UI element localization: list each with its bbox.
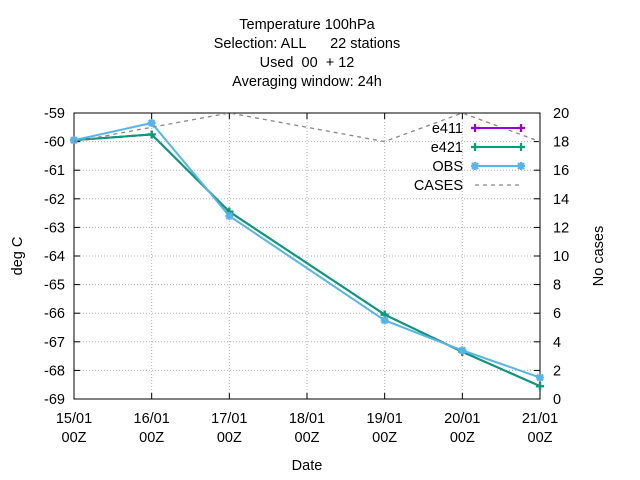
y2-tick-label: 16 [553, 163, 569, 179]
data-point-obs [225, 211, 234, 220]
y-tick-label: -68 [44, 363, 65, 379]
x-tick-label-date: 19/01 [367, 411, 403, 427]
legend-label-obs: OBS [432, 159, 463, 175]
y2-axis-label: No cases [591, 226, 607, 286]
data-point-obs [380, 316, 389, 325]
chart-title: Temperature 100hPa [239, 17, 375, 33]
x-tick-label-date: 20/01 [444, 411, 480, 427]
series-line-obs [73, 121, 541, 379]
y-tick-label: -66 [44, 306, 65, 322]
plot-frame [73, 112, 541, 400]
y-tick-label: -64 [44, 249, 65, 265]
data-point-obs [458, 346, 467, 355]
legend-marker-e421 [517, 143, 525, 151]
y-tick-label: -63 [44, 220, 65, 236]
legend-label-cases: CASES [414, 178, 463, 194]
x-tick-label-date: 21/01 [522, 411, 558, 427]
x-tick-label-time: 00Z [139, 430, 164, 446]
x-tick-label-time: 00Z [450, 430, 475, 446]
x-tick-label-time: 00Z [295, 430, 320, 446]
y2-tick-label: 4 [553, 335, 561, 351]
chart-title-block: Temperature 100hPa Selection: ALL 22 sta… [0, 16, 614, 92]
x-axis-label: Date [292, 458, 323, 474]
data-point-obs [536, 373, 544, 382]
y2-tick-label: 18 [553, 135, 569, 151]
y2-tick-label: 6 [553, 306, 561, 322]
y-tick-label: -67 [44, 335, 65, 351]
y2-tick-label: 8 [553, 278, 561, 294]
x-tick-label-time: 00Z [217, 430, 242, 446]
x-tick-label-date: 18/01 [289, 411, 325, 427]
data-point-obs [147, 119, 156, 128]
legend-marker-e411 [471, 124, 479, 132]
data-point-e421 [536, 382, 544, 391]
legend-label-e411: e411 [432, 121, 463, 137]
legend-marker-obs [471, 162, 479, 170]
y-tick-label: -60 [44, 135, 65, 151]
y2-tick-label: 14 [553, 192, 569, 208]
y-axis-label: deg C [10, 237, 26, 276]
y-tick-label: -59 [44, 106, 65, 122]
y2-tick-label: 2 [553, 363, 561, 379]
x-tick-label-date: 16/01 [134, 411, 170, 427]
series-line-e421 [73, 133, 541, 388]
x-tick-label-date: 17/01 [211, 411, 247, 427]
x-tick-label-time: 00Z [372, 430, 397, 446]
y2-tick-label: 10 [553, 249, 569, 265]
chart-subtitle-selection: Selection: ALL 22 stations [213, 36, 401, 52]
y-tick-label: -69 [44, 392, 65, 408]
data-point-e421 [147, 130, 156, 139]
legend-marker-obs [517, 162, 525, 170]
y-tick-label: -61 [44, 163, 65, 179]
y-tick-label: -65 [44, 278, 65, 294]
y2-tick-label: 20 [553, 106, 569, 122]
x-tick-label-time: 00Z [528, 430, 553, 446]
legend-label-e421: e421 [431, 140, 463, 156]
y-tick-label: -62 [44, 192, 65, 208]
chart-subtitle-window: Averaging window: 24h [232, 74, 382, 90]
chart-subtitle-used: Used 00 + 12 [259, 55, 355, 71]
x-tick-label-date: 15/01 [56, 411, 92, 427]
y2-tick-label: 12 [553, 220, 569, 236]
legend-marker-e411 [517, 124, 525, 132]
data-point-obs [70, 136, 78, 145]
legend-marker-e421 [471, 143, 479, 151]
x-tick-label-time: 00Z [62, 430, 87, 446]
y2-tick-label: 0 [553, 392, 561, 408]
